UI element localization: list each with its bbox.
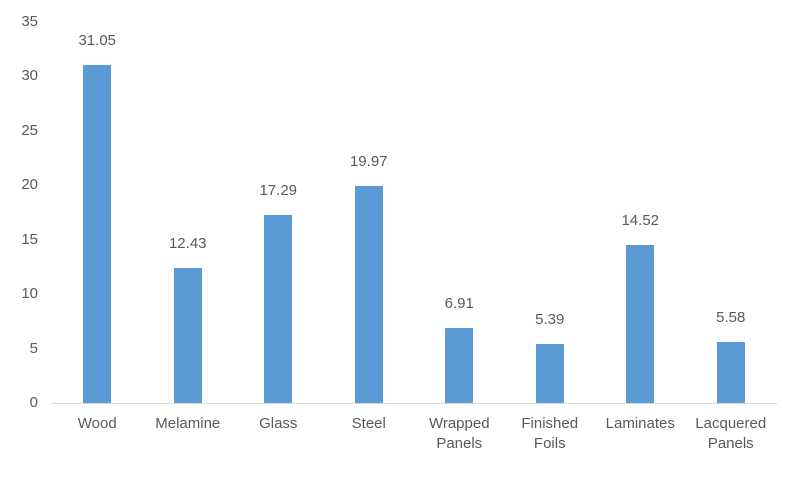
bar-value-label: 5.39: [535, 311, 565, 328]
y-tick-label: 10: [21, 285, 38, 303]
bar-value-label: 5.58: [716, 309, 746, 326]
bar-value-label: 31.05: [78, 32, 117, 49]
bar-value-label: 12.43: [168, 235, 207, 252]
y-tick-label: 0: [29, 394, 38, 411]
bar: [173, 268, 202, 403]
bar: [626, 245, 655, 403]
bar-value-label: 19.97: [349, 153, 388, 170]
category-label: Laminates: [605, 415, 675, 432]
bar: [716, 342, 745, 403]
y-tick-label: 15: [21, 230, 38, 248]
category-label: Glass: [259, 415, 298, 432]
bar: [354, 186, 383, 403]
category-label: Steel: [351, 415, 386, 432]
x-axis-line: [52, 403, 777, 404]
category-label: Wrapped Panels: [428, 415, 490, 452]
bar-value-label: 6.91: [444, 295, 474, 312]
bar: [445, 328, 474, 403]
y-tick-label: 30: [21, 67, 38, 85]
category-label: Melamine: [155, 415, 221, 432]
bar: [264, 215, 293, 403]
y-tick-label: 20: [21, 176, 38, 194]
y-tick-label: 35: [21, 13, 38, 30]
category-label: Wood: [77, 415, 117, 432]
bar-value-label: 14.52: [621, 212, 660, 229]
bar: [535, 344, 564, 403]
category-label: Lacquered Panels: [695, 415, 767, 452]
bar: [83, 65, 112, 403]
y-tick-label: 25: [21, 121, 38, 139]
y-tick-label: 5: [29, 339, 38, 357]
bar-value-label: 17.29: [259, 182, 298, 199]
category-label: Finished Foils: [521, 415, 579, 452]
